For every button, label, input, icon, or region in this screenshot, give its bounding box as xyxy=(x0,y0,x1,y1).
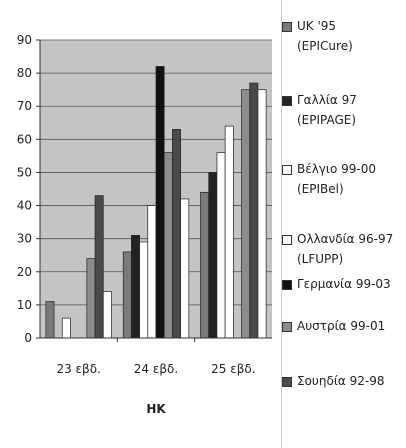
y-tick-label: 90 xyxy=(17,33,32,47)
y-tick-label: 30 xyxy=(17,232,32,246)
legend-swatch xyxy=(282,165,292,175)
legend-label: UK '95 (EPICure) xyxy=(297,19,353,53)
y-tick-labels: 0 10 20 30 40 50 60 70 80 90 xyxy=(17,33,40,345)
legend-swatch xyxy=(282,22,292,32)
x-tick-label: 24 εβδ. xyxy=(134,362,178,376)
legend-swatch xyxy=(282,96,292,106)
y-tick-label: 10 xyxy=(17,298,32,312)
bar xyxy=(208,172,218,339)
legend-label: Ολλανδία 96-97 (LFUPP) xyxy=(297,232,394,266)
legend-label: Αυστρία 99-01 xyxy=(297,319,386,333)
bar xyxy=(216,152,226,339)
bar xyxy=(249,82,259,339)
bar xyxy=(45,301,55,339)
y-tick-label: 70 xyxy=(17,99,32,113)
y-tick-label: 60 xyxy=(17,132,32,146)
legend-label: Σουηδία 92-98 xyxy=(297,374,385,388)
bar xyxy=(131,235,140,339)
bar xyxy=(200,191,210,339)
x-tick-label: 23 εβδ. xyxy=(56,362,100,376)
y-tick-label: 50 xyxy=(17,165,32,179)
legend-label: Γαλλία 97 (EPIPAGE) xyxy=(297,93,357,127)
bar xyxy=(224,125,234,339)
bar xyxy=(163,152,173,339)
bar xyxy=(86,258,96,339)
x-axis-title: HK xyxy=(146,402,166,416)
bar xyxy=(102,291,112,339)
bar xyxy=(61,317,71,339)
legend-item: Σουηδία 92-98 xyxy=(282,371,384,391)
x-tick-label: 25 εβδ. xyxy=(211,362,255,376)
bar xyxy=(94,195,104,339)
legend-swatch xyxy=(282,280,292,290)
bar-chart: 0 10 20 30 40 50 60 70 80 90 23 εβδ. 24 εβδ. 25 εβδ… xyxy=(17,33,272,416)
legend-swatch xyxy=(282,377,292,387)
bar xyxy=(122,251,132,339)
legend-swatch xyxy=(282,235,292,245)
y-tick-label: 40 xyxy=(17,199,32,213)
legend-item: UK '95 (EPICure) xyxy=(282,16,353,56)
bar xyxy=(139,241,149,339)
bar xyxy=(257,89,267,339)
legend-swatch xyxy=(282,322,292,332)
legend-label: Βέλγιο 99-00 (EPIBel) xyxy=(297,162,377,196)
bar xyxy=(147,205,157,339)
axes xyxy=(39,40,272,339)
legend-item: Γαλλία 97 (EPIPAGE) xyxy=(282,90,357,130)
legend-item: Βέλγιο 99-00 (EPIBel) xyxy=(282,159,376,199)
y-tick-label: 80 xyxy=(17,66,32,80)
y-tick-label: 0 xyxy=(24,331,32,345)
bar xyxy=(180,198,190,339)
legend-item: Αυστρία 99-01 xyxy=(282,316,385,336)
legend-item: Γερμανία 99-03 xyxy=(282,274,391,294)
legend-label: Γερμανία 99-03 xyxy=(297,277,391,291)
bar xyxy=(155,66,165,339)
bars xyxy=(45,66,267,339)
bar xyxy=(241,89,251,339)
y-tick-label: 20 xyxy=(17,265,32,279)
legend-divider xyxy=(281,0,282,448)
bar xyxy=(172,129,181,339)
x-tick-labels: 23 εβδ. 24 εβδ. 25 εβδ. xyxy=(56,338,256,376)
legend-item: Ολλανδία 96-97 (LFUPP) xyxy=(282,229,393,269)
